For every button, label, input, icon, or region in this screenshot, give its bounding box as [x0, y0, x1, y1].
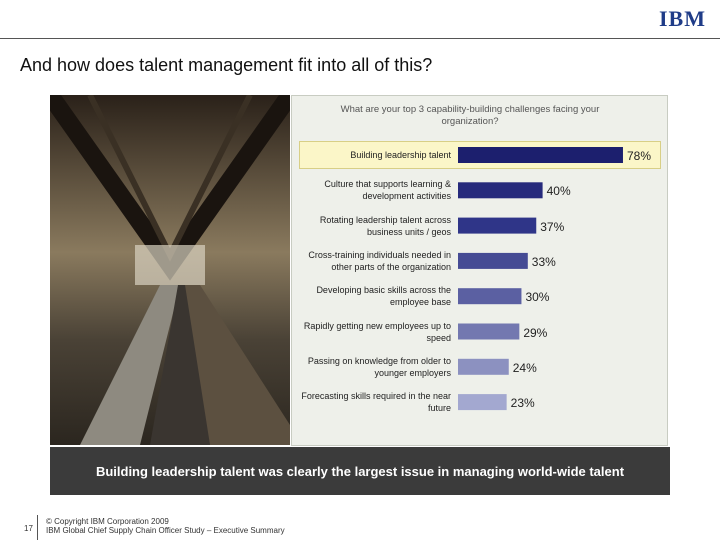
- value-label: 37%: [540, 219, 565, 234]
- station-photo: [50, 95, 290, 445]
- category-label: Passing on knowledge from older to young…: [307, 355, 451, 378]
- logo: IBM: [659, 6, 706, 31]
- footer-text: © Copyright IBM Corporation 2009 IBM Glo…: [46, 517, 285, 535]
- bar: [458, 358, 509, 375]
- category-label: Forecasting skills required in the near …: [301, 391, 451, 414]
- summary-banner: Building leadership talent was clearly t…: [50, 447, 670, 495]
- divider: [0, 38, 720, 39]
- value-label: 29%: [523, 325, 548, 340]
- bar: [458, 323, 520, 340]
- category-label: Rapidly getting new employees up to spee…: [303, 320, 451, 343]
- bar: [458, 147, 623, 163]
- slide-title: And how does talent management fit into …: [20, 55, 433, 75]
- value-label: 40%: [546, 184, 571, 199]
- category-label: Rotating leadership talent across busine…: [319, 214, 451, 237]
- value-label: 24%: [512, 360, 537, 375]
- category-label: Building leadership talent: [350, 150, 451, 160]
- value-label: 30%: [525, 290, 550, 305]
- value-label: 33%: [531, 254, 556, 269]
- category-label: Culture that supports learning & develop…: [324, 179, 451, 202]
- bar: [458, 217, 537, 234]
- footer-divider: [37, 515, 38, 540]
- study: IBM Global Chief Supply Chain Officer St…: [46, 526, 285, 535]
- bar: [458, 394, 507, 411]
- value-label: 23%: [510, 396, 535, 411]
- page-number: 17: [24, 524, 33, 533]
- category-label: Cross-training individuals needed in oth…: [308, 249, 451, 272]
- bar: [458, 182, 543, 199]
- chart-title: What are your top 3 capability-building …: [340, 104, 600, 127]
- value-label: 78%: [626, 149, 651, 163]
- copyright: © Copyright IBM Corporation 2009: [46, 517, 169, 526]
- bar: [458, 252, 528, 269]
- category-label: Developing basic skills across the emplo…: [316, 285, 451, 308]
- bar: [458, 288, 522, 305]
